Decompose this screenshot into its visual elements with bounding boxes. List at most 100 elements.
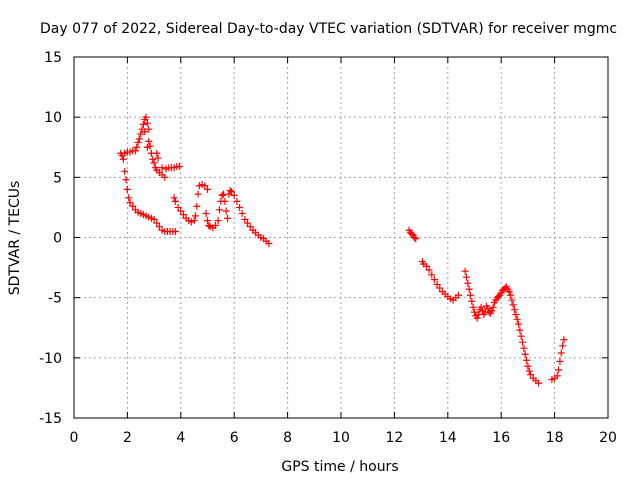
data-point <box>153 149 161 157</box>
data-point <box>512 311 520 319</box>
data-point <box>131 147 139 155</box>
data-point <box>139 120 147 128</box>
series-arc3 <box>405 226 568 387</box>
data-point <box>524 362 532 370</box>
data-point <box>143 143 151 151</box>
data-point <box>204 185 211 193</box>
data-point <box>511 306 519 314</box>
data-point <box>174 203 182 211</box>
data-point <box>519 338 527 346</box>
data-point <box>202 209 210 217</box>
data-point <box>214 217 222 225</box>
data-point <box>244 219 252 227</box>
data-point <box>505 288 513 296</box>
data-point <box>175 163 183 171</box>
data-point <box>154 154 162 162</box>
data-point <box>520 344 528 352</box>
data-point <box>143 119 151 127</box>
data-point <box>135 135 143 143</box>
data-point <box>126 199 134 207</box>
grid-lines <box>74 57 608 418</box>
y-tick-label: -10 <box>39 351 62 367</box>
data-point <box>246 223 254 231</box>
data-point <box>516 326 524 334</box>
x-tick-label: 16 <box>492 430 510 446</box>
data-point <box>559 342 567 350</box>
x-tick-label: 14 <box>439 430 457 446</box>
data-point <box>489 303 497 311</box>
data-point <box>428 271 436 279</box>
axis-ticks: 0 2 4 6 8 10 12 14 16 18 20 -15 -10 -5 0 5 10 15 <box>39 50 617 446</box>
y-tick-label: 10 <box>44 110 62 126</box>
data-point <box>194 190 202 198</box>
data-point <box>488 307 496 315</box>
data-point <box>461 267 469 275</box>
data-point <box>190 217 198 225</box>
data-point <box>508 296 516 304</box>
data-point <box>142 113 150 121</box>
data-point <box>521 350 529 358</box>
data-point <box>201 182 209 190</box>
data-point <box>221 197 229 205</box>
data-point <box>513 315 521 323</box>
data-point <box>265 240 273 248</box>
data-point <box>191 212 199 220</box>
data-point <box>462 273 470 281</box>
data-point <box>473 314 481 322</box>
data-point <box>560 336 568 344</box>
data-point <box>410 234 418 241</box>
data-point <box>158 164 166 172</box>
data-point <box>484 304 492 312</box>
data-point <box>523 356 531 364</box>
data-point <box>471 308 478 316</box>
x-tick-label: 2 <box>123 430 132 446</box>
data-point <box>468 297 476 305</box>
data-point <box>233 197 241 205</box>
chart-title: Day 077 of 2022, Sidereal Day-to-day VTE… <box>40 21 617 37</box>
data-point <box>193 202 201 210</box>
x-tick-label: 10 <box>332 430 350 446</box>
data-point <box>241 215 249 223</box>
data-point <box>226 187 234 195</box>
data-point <box>527 371 535 379</box>
data-point <box>150 215 158 223</box>
data-point <box>433 280 441 288</box>
data-point <box>236 203 244 211</box>
data-point <box>556 357 564 365</box>
x-tick-label: 12 <box>385 430 403 446</box>
data-point <box>224 214 232 222</box>
data-point <box>177 207 185 215</box>
data-point <box>149 155 157 163</box>
data-point <box>205 221 213 229</box>
data-point <box>465 285 473 293</box>
data-point <box>430 276 438 284</box>
data-point <box>137 130 145 138</box>
x-tick-label: 8 <box>283 430 292 446</box>
data-point <box>125 194 133 202</box>
data-point <box>454 291 462 299</box>
data-point <box>466 291 474 299</box>
data-point <box>525 367 533 375</box>
data-point <box>179 211 187 219</box>
data-point <box>218 191 226 199</box>
data-point <box>555 366 563 374</box>
data-point <box>150 159 158 167</box>
data-point <box>170 194 178 202</box>
data-point <box>134 138 142 146</box>
data-point <box>123 185 131 193</box>
data-point <box>412 235 420 243</box>
y-tick-label: 0 <box>53 231 62 247</box>
y-axis-label: SDTVAR / TECUs <box>7 181 23 296</box>
x-tick-label: 18 <box>546 430 564 446</box>
data-point <box>495 292 503 300</box>
data-point <box>145 125 153 133</box>
data-point <box>535 379 543 387</box>
data-point <box>515 320 523 328</box>
x-tick-label: 0 <box>70 430 79 446</box>
data-point <box>238 209 246 217</box>
data-point <box>145 137 153 145</box>
data-point <box>509 301 517 309</box>
x-tick-label: 4 <box>176 430 185 446</box>
data-point <box>171 197 179 205</box>
